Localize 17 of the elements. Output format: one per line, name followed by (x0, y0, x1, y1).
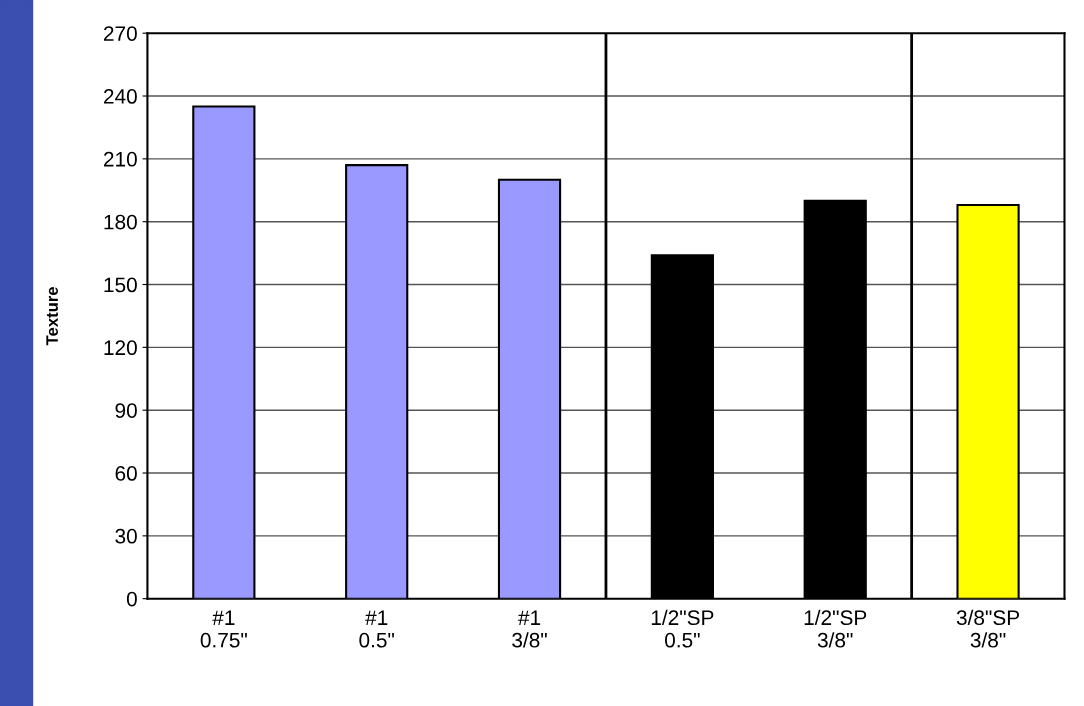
x-tick-label: #1 0.5" (359, 610, 394, 648)
y-tick-label: 120 (104, 340, 137, 356)
x-tick-label: 3/8"SP 3/8" (956, 609, 1020, 648)
y-tick-label: 270 (103, 26, 137, 41)
x-tick-label: 1/2"SP 3/8" (804, 609, 867, 648)
y-tick-label: 0 (126, 591, 137, 607)
x-tick-label: 1/2"SP 0.5" (651, 609, 714, 648)
y-axis-title: Texture (46, 287, 58, 346)
y-tick-label: 90 (115, 403, 137, 418)
y-tick-label: 180 (104, 214, 137, 230)
x-tick-label: #1 3/8" (512, 610, 547, 648)
y-tick-label: 60 (115, 466, 137, 481)
y-tick-label: 240 (103, 89, 137, 104)
y-tick-label: 30 (115, 528, 137, 544)
x-tick-label: #1 0.75" (200, 610, 247, 648)
y-tick-label: 210 (103, 151, 137, 167)
y-tick-label: 150 (104, 277, 137, 293)
